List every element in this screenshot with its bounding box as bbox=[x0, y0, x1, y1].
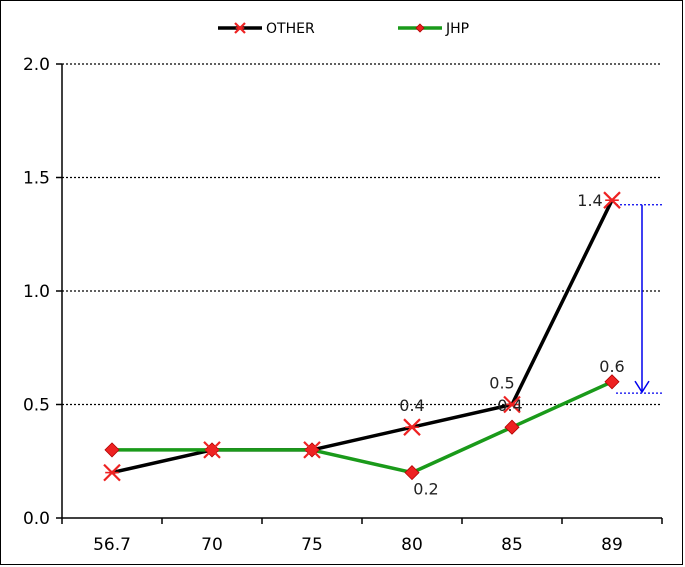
y-tick-label: 0.0 bbox=[23, 509, 50, 529]
legend-label: OTHER bbox=[266, 21, 315, 37]
diamond-marker bbox=[104, 442, 120, 458]
x-tick-label: 89 bbox=[601, 535, 623, 555]
diamond-marker bbox=[604, 374, 620, 390]
y-tick-label: 0.5 bbox=[23, 396, 50, 416]
legend-label: JHP bbox=[445, 21, 469, 37]
axes bbox=[56, 63, 663, 524]
diamond-marker bbox=[504, 419, 520, 435]
x-tick-label: 80 bbox=[401, 535, 423, 555]
y-tick-label: 1.0 bbox=[23, 282, 50, 302]
asterisk-marker bbox=[603, 191, 621, 209]
grid-lines bbox=[62, 63, 662, 406]
data-label: 0.6 bbox=[599, 357, 624, 376]
x-tick-label: 75 bbox=[301, 535, 323, 555]
legend-item-jhp: JHP bbox=[398, 21, 469, 37]
data-label: 0.2 bbox=[413, 480, 438, 499]
diamond-marker bbox=[415, 23, 425, 33]
x-tick-label: 70 bbox=[201, 535, 223, 555]
series-group bbox=[103, 191, 621, 482]
series-line-jhp bbox=[112, 380, 613, 475]
y-tick-label: 2.0 bbox=[23, 55, 50, 75]
asterisk-marker bbox=[103, 463, 121, 482]
asterisk-marker bbox=[303, 441, 321, 459]
data-label: 0.5 bbox=[489, 374, 514, 393]
series-line-other bbox=[111, 199, 614, 475]
asterisk-marker bbox=[203, 441, 221, 459]
gap-annotation bbox=[616, 204, 664, 394]
legend-item-other: OTHER bbox=[218, 21, 315, 37]
diamond-marker bbox=[404, 465, 420, 481]
x-tick-labels: 56.7 70 75 80 85 89 bbox=[93, 535, 623, 555]
y-tick-labels: 0.0 0.5 1.0 1.5 2.0 bbox=[23, 55, 50, 529]
legend: OTHER JHP bbox=[218, 21, 469, 37]
x-tick-label: 85 bbox=[501, 535, 523, 555]
x-tick-label: 56.7 bbox=[93, 535, 131, 555]
data-labels: 0.4 0.5 1.4 0.2 0.4 0.6 bbox=[399, 191, 624, 498]
data-label: 1.4 bbox=[577, 191, 602, 210]
data-label: 0.4 bbox=[399, 396, 424, 415]
y-tick-label: 1.5 bbox=[23, 169, 50, 189]
asterisk-marker bbox=[234, 22, 246, 34]
gap-arrow-head bbox=[634, 380, 650, 394]
asterisk-marker bbox=[403, 418, 421, 436]
data-label: 0.4 bbox=[497, 396, 522, 415]
asterisk-marker bbox=[503, 395, 521, 414]
